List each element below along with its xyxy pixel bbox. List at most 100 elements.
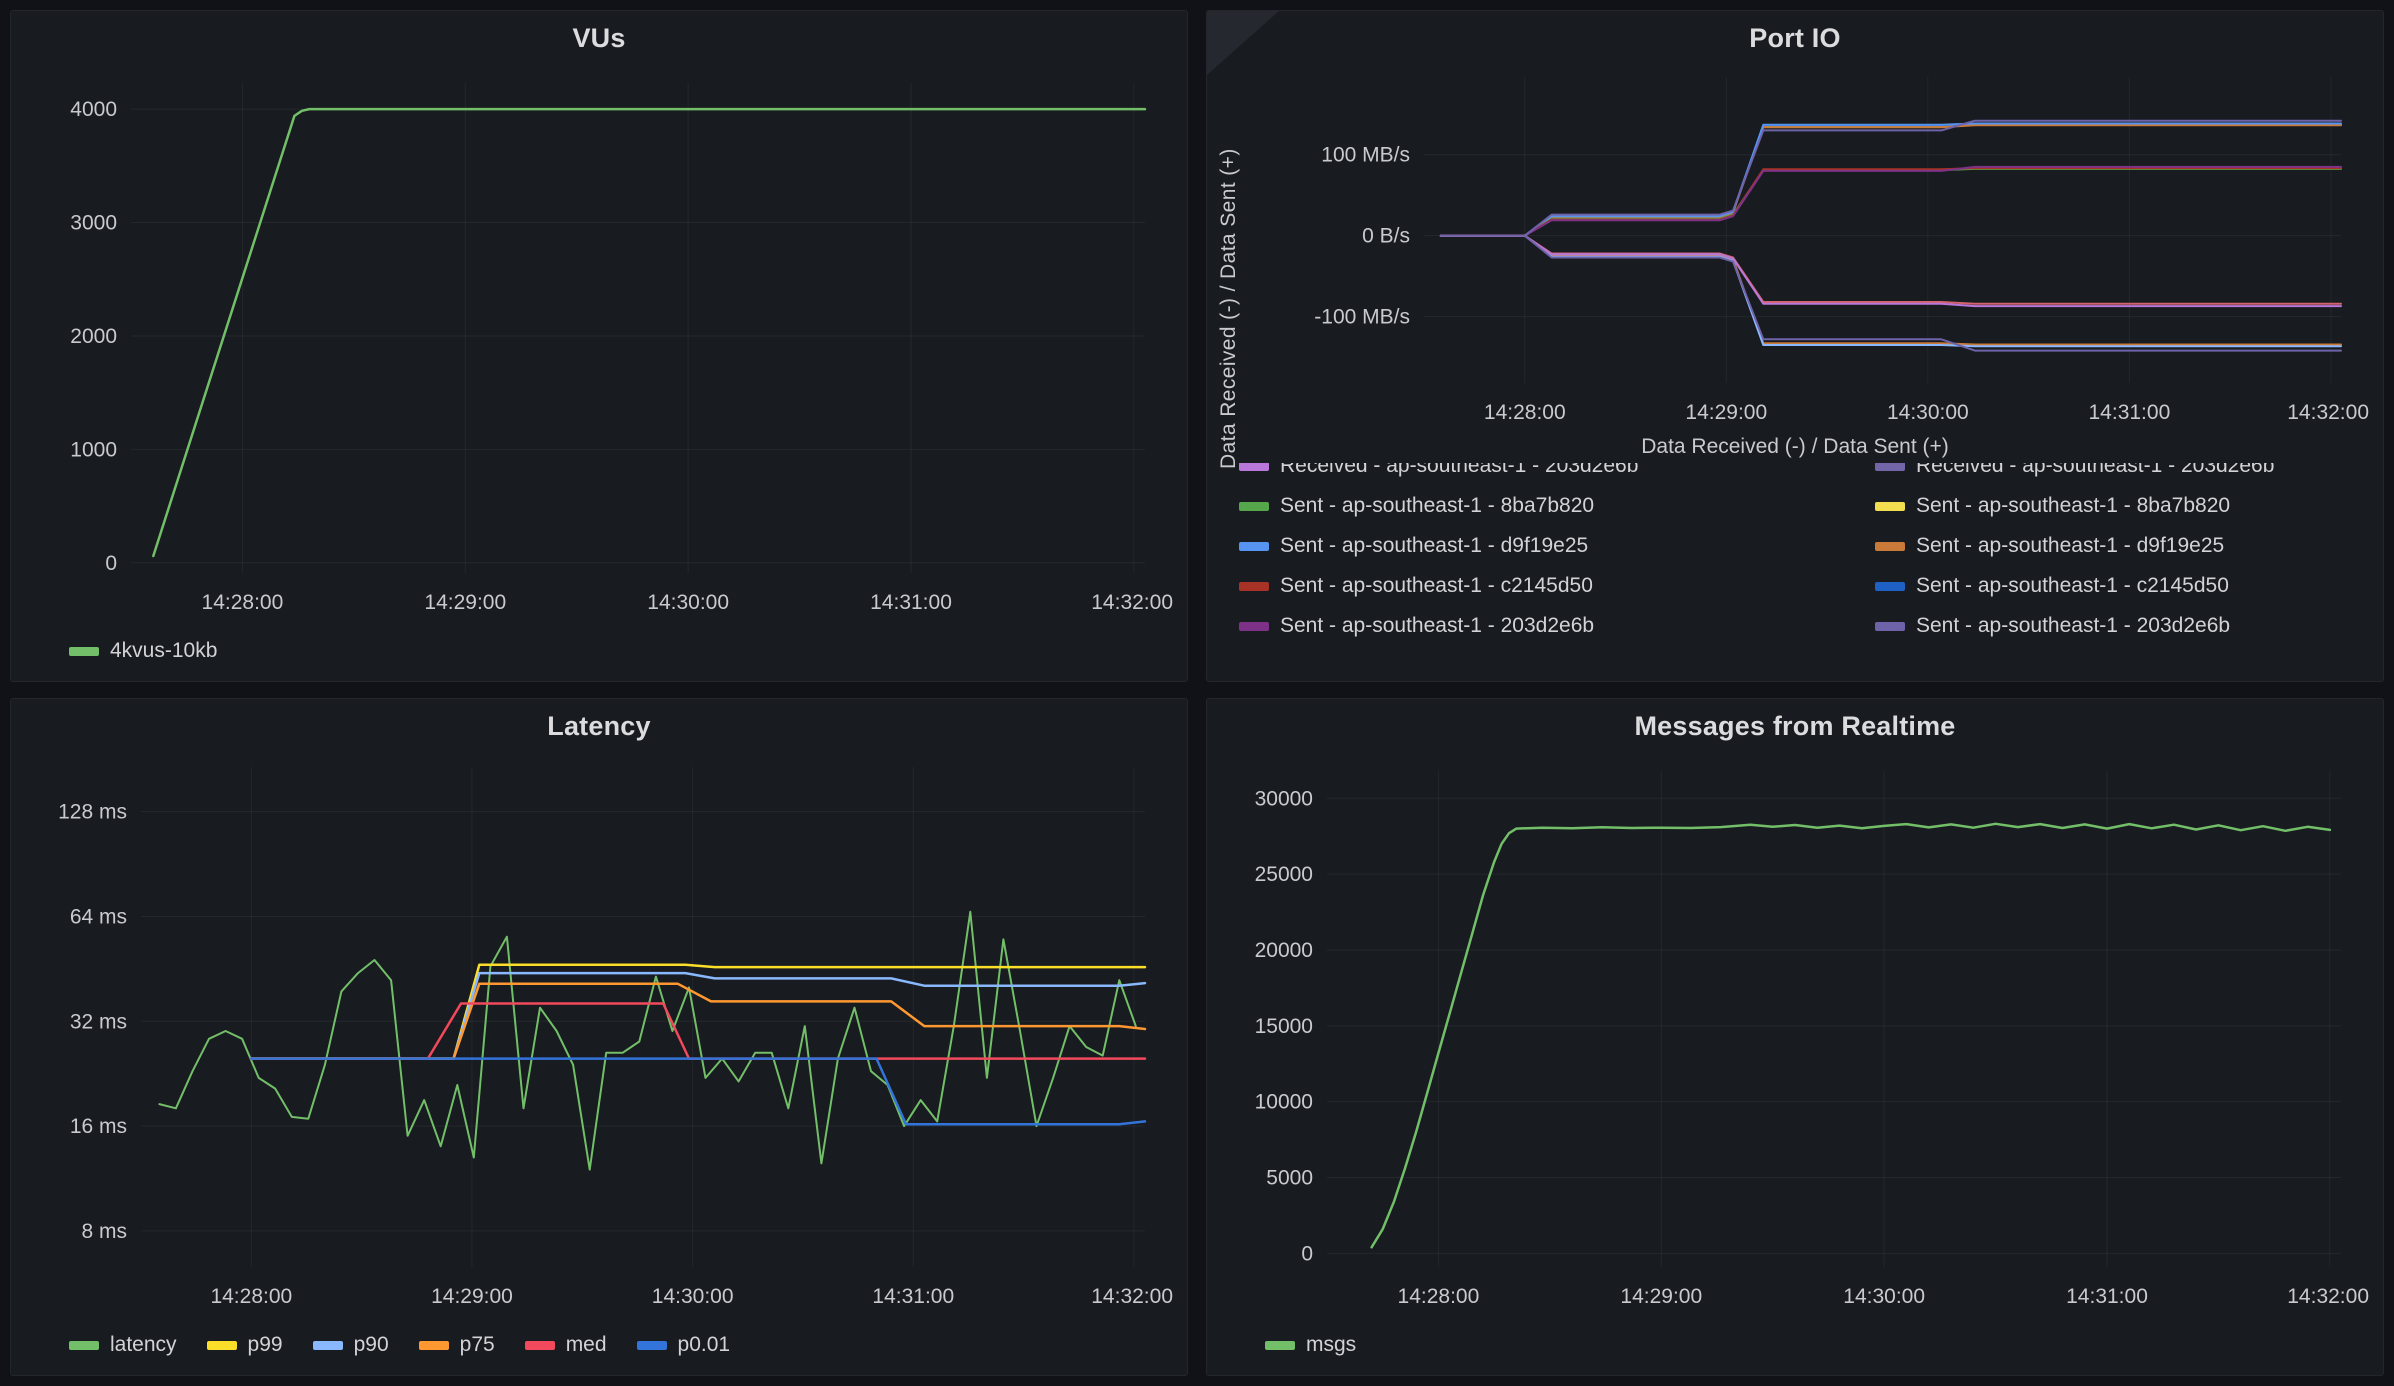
svg-text:14:29:00: 14:29:00 [431, 1285, 513, 1308]
legend-swatch [69, 1341, 99, 1350]
portio-chart[interactable]: -100 MB/s0 B/s100 MB/s14:28:0014:29:0014… [1219, 65, 2371, 433]
panel-title-msgs[interactable]: Messages from Realtime [1634, 711, 1955, 742]
legend-label[interactable]: p90 [354, 1333, 389, 1357]
svg-text:14:30:00: 14:30:00 [647, 591, 729, 614]
svg-text:14:30:00: 14:30:00 [1887, 401, 1969, 424]
legend-item[interactable]: p99 [207, 1333, 283, 1357]
panel-msgs: Messages from Realtime 05000100001500020… [1206, 698, 2384, 1376]
svg-text:16 ms: 16 ms [70, 1115, 127, 1138]
legend-item[interactable]: Sent - ap-southeast-1 - 8ba7b820 [1239, 494, 1859, 518]
panel-latency: Latency 8 ms16 ms32 ms64 ms128 ms14:28:0… [10, 698, 1188, 1376]
svg-text:4000: 4000 [70, 98, 117, 121]
svg-text:14:32:00: 14:32:00 [1091, 591, 1173, 614]
legend-item[interactable]: p0.01 [637, 1333, 731, 1357]
legend-item[interactable]: p90 [313, 1333, 389, 1357]
legend-item[interactable]: Sent - ap-southeast-1 - d9f19e25 [1875, 534, 2371, 558]
svg-text:14:31:00: 14:31:00 [870, 591, 952, 614]
legend-swatch [1875, 582, 1905, 591]
svg-text:14:30:00: 14:30:00 [1843, 1285, 1925, 1308]
vus-legend: 4kvus-10kb [23, 625, 1175, 663]
legend-swatch [1875, 542, 1905, 551]
legend-item[interactable]: Sent - ap-southeast-1 - c2145d50 [1875, 574, 2371, 598]
legend-item[interactable]: msgs [1265, 1333, 1356, 1357]
legend-item[interactable]: Sent - ap-southeast-1 - 203d2e6b [1875, 614, 2371, 638]
legend-label[interactable]: p99 [248, 1333, 283, 1357]
svg-text:20000: 20000 [1255, 939, 1313, 962]
panel-header-portio[interactable]: Port IO [1219, 11, 2371, 65]
svg-text:64 ms: 64 ms [70, 905, 127, 928]
legend-swatch [525, 1341, 555, 1350]
svg-text:14:31:00: 14:31:00 [2066, 1285, 2148, 1308]
legend-item[interactable]: Sent - ap-southeast-1 - 203d2e6b [1239, 614, 1859, 638]
panel-title-latency[interactable]: Latency [547, 711, 650, 742]
legend-item[interactable]: latency [69, 1333, 177, 1357]
dashboard: VUs 0100020003000400014:28:0014:29:0014:… [0, 0, 2394, 1386]
portio-y-axis-label: Data Received (-) / Data Sent (+) [1217, 61, 1245, 469]
svg-text:0 B/s: 0 B/s [1362, 225, 1410, 248]
legend-label[interactable]: latency [110, 1333, 177, 1357]
svg-text:14:29:00: 14:29:00 [424, 591, 506, 614]
svg-text:14:31:00: 14:31:00 [2089, 401, 2171, 424]
legend-label[interactable]: msgs [1306, 1333, 1356, 1357]
legend-label[interactable]: Received - ap-southeast-1 - 203d2e6b [1916, 463, 2274, 478]
msgs-legend: msgs [1219, 1319, 2371, 1357]
svg-text:0: 0 [105, 552, 117, 575]
legend-label[interactable]: Sent - ap-southeast-1 - d9f19e25 [1280, 534, 1588, 558]
legend-label[interactable]: p75 [460, 1333, 495, 1357]
svg-text:14:32:00: 14:32:00 [1091, 1285, 1173, 1308]
legend-item[interactable]: Sent - ap-southeast-1 - c2145d50 [1239, 574, 1859, 598]
svg-text:14:28:00: 14:28:00 [202, 591, 284, 614]
legend-item[interactable]: Received - ap-southeast-1 - 203d2e6b [1239, 463, 1859, 478]
vus-chart[interactable]: 0100020003000400014:28:0014:29:0014:30:0… [23, 65, 1175, 625]
svg-text:14:32:00: 14:32:00 [2287, 1285, 2369, 1308]
svg-text:128 ms: 128 ms [58, 801, 127, 824]
portio-legend-clip: Received - ap-southeast-1 - 203d2e6b Rece… [1219, 463, 2371, 681]
svg-text:14:30:00: 14:30:00 [652, 1285, 734, 1308]
legend-item[interactable]: Received - ap-southeast-1 - 203d2e6b [1875, 463, 2371, 478]
legend-label[interactable]: Sent - ap-southeast-1 - 203d2e6b [1280, 614, 1594, 638]
legend-swatch [1239, 622, 1269, 631]
legend-label[interactable]: Sent - ap-southeast-1 - c2145d50 [1280, 574, 1593, 598]
svg-text:14:32:00: 14:32:00 [2287, 401, 2369, 424]
svg-text:25000: 25000 [1255, 863, 1313, 886]
legend-label[interactable]: med [566, 1333, 607, 1357]
legend-label[interactable]: Sent - ap-southeast-1 - 203d2e6b [1916, 614, 2230, 638]
legend-swatch [637, 1341, 667, 1350]
svg-text:100 MB/s: 100 MB/s [1321, 144, 1410, 167]
legend-swatch [1875, 622, 1905, 631]
legend-label[interactable]: Received - ap-southeast-1 - 203d2e6b [1280, 463, 1638, 478]
legend-item[interactable]: 4kvus-10kb [69, 639, 217, 663]
portio-x-axis-label: Data Received (-) / Data Sent (+) [1219, 435, 2371, 463]
legend-swatch [1239, 542, 1269, 551]
svg-text:14:29:00: 14:29:00 [1685, 401, 1767, 424]
legend-label[interactable]: 4kvus-10kb [110, 639, 217, 663]
svg-text:14:28:00: 14:28:00 [1398, 1285, 1480, 1308]
svg-text:8 ms: 8 ms [81, 1220, 127, 1243]
panel-header-msgs[interactable]: Messages from Realtime [1219, 699, 2371, 753]
legend-swatch [419, 1341, 449, 1350]
legend-swatch [69, 647, 99, 656]
panel-title-portio[interactable]: Port IO [1749, 23, 1840, 54]
legend-label[interactable]: Sent - ap-southeast-1 - c2145d50 [1916, 574, 2229, 598]
msgs-chart[interactable]: 05000100001500020000250003000014:28:0014… [1219, 753, 2371, 1319]
legend-item[interactable]: Sent - ap-southeast-1 - d9f19e25 [1239, 534, 1859, 558]
portio-legend: Received - ap-southeast-1 - 203d2e6b Rece… [1219, 463, 2371, 638]
panel-vus: VUs 0100020003000400014:28:0014:29:0014:… [10, 10, 1188, 682]
legend-label[interactable]: Sent - ap-southeast-1 - d9f19e25 [1916, 534, 2224, 558]
legend-label[interactable]: p0.01 [678, 1333, 731, 1357]
svg-text:15000: 15000 [1255, 1015, 1313, 1038]
svg-text:14:29:00: 14:29:00 [1620, 1285, 1702, 1308]
svg-text:5000: 5000 [1266, 1167, 1313, 1190]
legend-swatch [207, 1341, 237, 1350]
legend-item[interactable]: Sent - ap-southeast-1 - 8ba7b820 [1875, 494, 2371, 518]
panel-title-vus[interactable]: VUs [572, 23, 625, 54]
legend-label[interactable]: Sent - ap-southeast-1 - 8ba7b820 [1280, 494, 1594, 518]
legend-label[interactable]: Sent - ap-southeast-1 - 8ba7b820 [1916, 494, 2230, 518]
svg-text:14:28:00: 14:28:00 [1484, 401, 1566, 424]
legend-item[interactable]: med [525, 1333, 607, 1357]
legend-item[interactable]: p75 [419, 1333, 495, 1357]
latency-chart[interactable]: 8 ms16 ms32 ms64 ms128 ms14:28:0014:29:0… [23, 753, 1175, 1319]
panel-header-vus[interactable]: VUs [23, 11, 1175, 65]
panel-header-latency[interactable]: Latency [23, 699, 1175, 753]
svg-text:14:31:00: 14:31:00 [872, 1285, 954, 1308]
